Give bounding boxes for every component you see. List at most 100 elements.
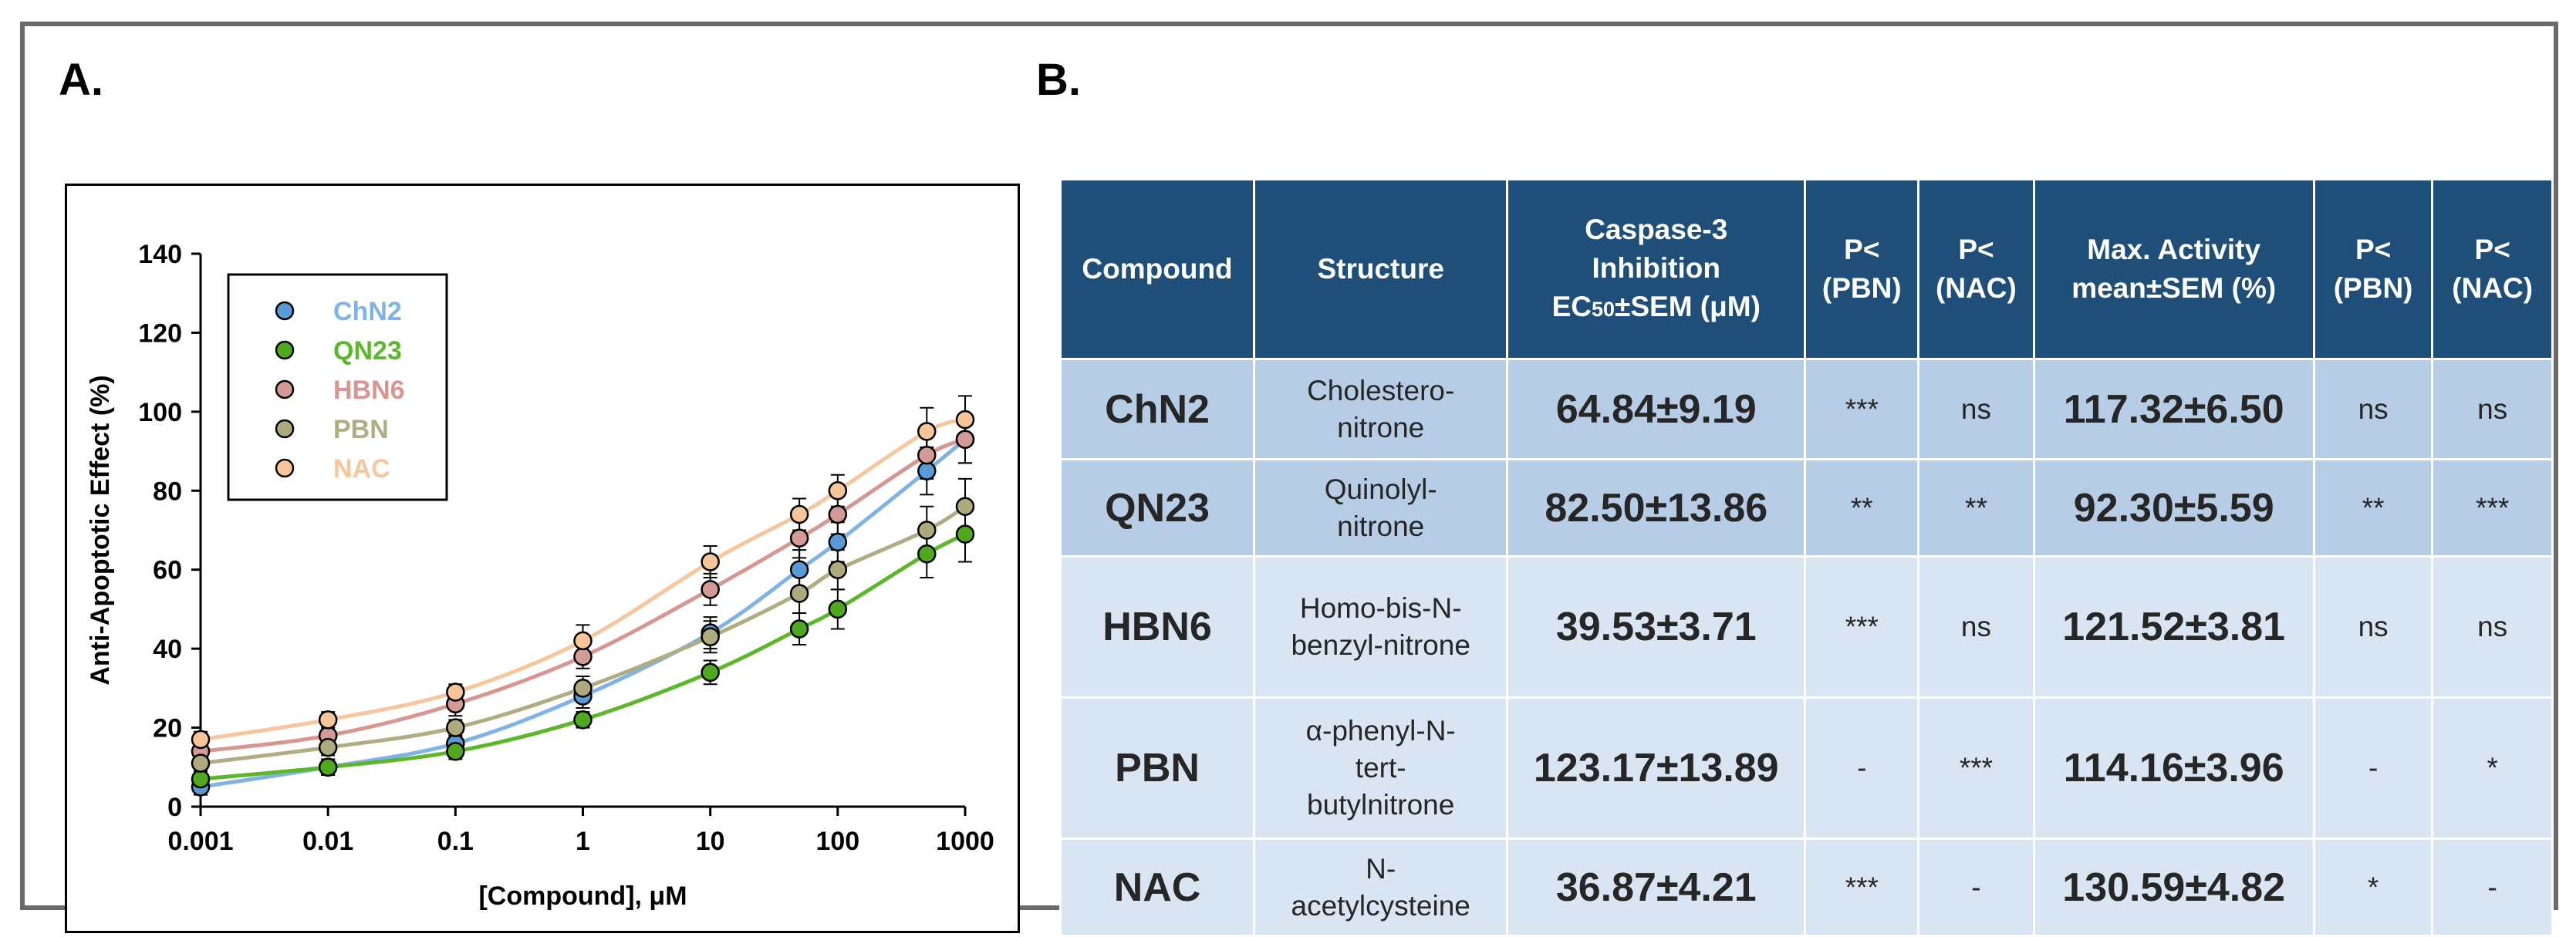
- point-nac: [917, 422, 937, 441]
- dose-response-chart: 0 20 40 60 80 100 120 140 0.001 0.01 0.1 1 10 100 1000…: [65, 184, 1020, 933]
- results-table-wrapper: Compound Structure Caspase-3 Inhibition EC…: [1058, 178, 2554, 937]
- point-nac: [573, 631, 593, 651]
- legend-label: QN23: [333, 336, 402, 366]
- cell-p-pbn-1: ***: [1804, 838, 1920, 937]
- point-qn23: [191, 769, 211, 789]
- y-tick-label: 20: [153, 714, 182, 743]
- cell-ec50: 39.53±3.71: [1506, 555, 1807, 699]
- x-tick-label: 0.1: [437, 827, 474, 856]
- point-qn23: [917, 544, 937, 564]
- header-max-activity: Max. Activity mean±SEM (%): [2032, 178, 2315, 360]
- legend-label: NAC: [333, 454, 390, 484]
- point-pbn: [828, 560, 848, 579]
- point-nac: [318, 710, 338, 730]
- cell-compound: ChN2: [1058, 358, 1256, 460]
- point-hbn6: [955, 430, 975, 449]
- cell-max-activity: 130.59±4.82: [2032, 838, 2315, 937]
- header-p-nac-1: P< (NAC): [1917, 178, 2035, 360]
- cell-p-nac-2: ***: [2431, 458, 2554, 558]
- point-nac: [955, 410, 975, 430]
- point-nac: [701, 552, 720, 571]
- point-chn2: [917, 461, 937, 480]
- cell-p-nac-1: ns: [1917, 555, 2035, 699]
- cell-p-pbn-1: ***: [1804, 555, 1920, 699]
- cell-structure: Homo-bis-N-benzyl-nitrone: [1253, 555, 1509, 699]
- cell-compound: NAC: [1058, 838, 1256, 937]
- cell-max-activity: 121.52±3.81: [2032, 555, 2315, 699]
- cell-ec50: 64.84±9.19: [1506, 358, 1807, 460]
- cell-p-nac-1: **: [1917, 458, 2035, 558]
- point-hbn6: [573, 647, 593, 666]
- cell-compound: HBN6: [1058, 555, 1256, 699]
- y-tick-label: 100: [138, 398, 182, 427]
- cell-p-nac-2: *: [2431, 696, 2554, 840]
- x-axis-title: [Compound], μM: [478, 881, 687, 911]
- point-pbn: [917, 521, 937, 540]
- cell-p-pbn-2: -: [2312, 696, 2434, 840]
- legend-marker: [275, 458, 295, 478]
- cell-structure: α-phenyl-N-tert-butylnitrone: [1253, 696, 1509, 840]
- header-ec50: Caspase-3 Inhibition EC50±SEM (μM): [1506, 178, 1807, 360]
- cell-ec50: 82.50±13.86: [1506, 458, 1807, 558]
- fit-curve-pbn: [200, 504, 967, 766]
- cell-ec50: 123.17±13.89: [1506, 696, 1807, 840]
- point-qn23: [789, 619, 809, 639]
- table-row: NAC N-acetylcysteine 36.87±4.21 *** -130.59±…: [1058, 838, 2554, 937]
- table-row: HBN6 Homo-bis-N-benzyl-nitrone 39.53±3.71 *…: [1058, 555, 2554, 699]
- point-chn2: [789, 560, 809, 579]
- cell-structure: Cholestero-nitrone: [1253, 358, 1509, 460]
- chart-border: [65, 184, 1020, 933]
- point-pbn: [701, 627, 720, 647]
- legend-label: PBN: [333, 415, 389, 444]
- table-header-row: Compound Structure Caspase-3 Inhibition EC…: [1058, 178, 2554, 360]
- cell-ec50: 36.87±4.21: [1506, 838, 1807, 937]
- fit-curve-hbn6: [200, 437, 966, 753]
- x-tick-label: 1: [576, 827, 590, 856]
- point-qn23: [446, 742, 465, 761]
- cell-p-pbn-2: ns: [2312, 358, 2434, 460]
- fit-curve-qn23: [200, 532, 967, 781]
- point-pbn: [573, 679, 593, 698]
- cell-max-activity: 114.16±3.96: [2032, 696, 2315, 840]
- x-tick-label: 0.01: [302, 827, 353, 856]
- y-tick-label: 80: [153, 477, 182, 506]
- point-pbn: [318, 737, 338, 757]
- cell-p-pbn-1: **: [1804, 458, 1920, 558]
- point-qn23: [955, 524, 975, 544]
- cell-p-nac-1: ***: [1917, 696, 2035, 840]
- panel-b-label: B.: [1036, 55, 1081, 105]
- header-p-nac-2: P< (NAC): [2431, 178, 2554, 360]
- x-tick-label: 1000: [936, 827, 994, 856]
- x-tick-label: 0.001: [167, 827, 233, 856]
- cell-p-pbn-2: **: [2312, 458, 2434, 558]
- table-row: PBN α-phenyl-N-tert-butylnitrone 123.17±13…: [1058, 696, 2554, 840]
- cell-structure: N-acetylcysteine: [1253, 838, 1509, 937]
- point-hbn6: [917, 445, 937, 465]
- cell-p-nac-2: ns: [2431, 555, 2554, 699]
- x-tick-label: 100: [815, 827, 859, 856]
- cell-p-pbn-2: ns: [2312, 555, 2434, 699]
- legend-label: ChN2: [333, 297, 402, 326]
- point-nac: [789, 504, 809, 524]
- table-row: QN23 Quinolyl-nitrone 82.50±13.86 ** ** 92.30…: [1058, 458, 2554, 558]
- header-p-pbn-2: P< (PBN): [2312, 178, 2434, 360]
- point-hbn6: [789, 528, 809, 548]
- point-qn23: [573, 710, 593, 730]
- figure-frame: A. B. 0 20 40 60 80 100 120 140 0.001 0.01 0.1 1 10 1…: [20, 22, 2558, 937]
- header-p-pbn-1: P< (PBN): [1804, 178, 1920, 360]
- point-hbn6: [701, 580, 720, 599]
- legend-marker: [275, 301, 295, 321]
- legend-marker: [275, 340, 295, 360]
- cell-p-nac-2: ns: [2431, 358, 2554, 460]
- cell-compound: PBN: [1058, 696, 1256, 840]
- legend-marker: [275, 379, 295, 399]
- cell-max-activity: 117.32±6.50: [2032, 358, 2315, 460]
- point-qn23: [701, 662, 720, 683]
- point-qn23: [318, 757, 338, 777]
- cell-p-nac-1: ns: [1917, 358, 2035, 460]
- point-nac: [191, 730, 211, 750]
- x-tick-label: 10: [696, 827, 725, 856]
- point-pbn: [789, 584, 809, 603]
- legend-box: [227, 273, 448, 501]
- y-tick-label: 140: [138, 240, 182, 269]
